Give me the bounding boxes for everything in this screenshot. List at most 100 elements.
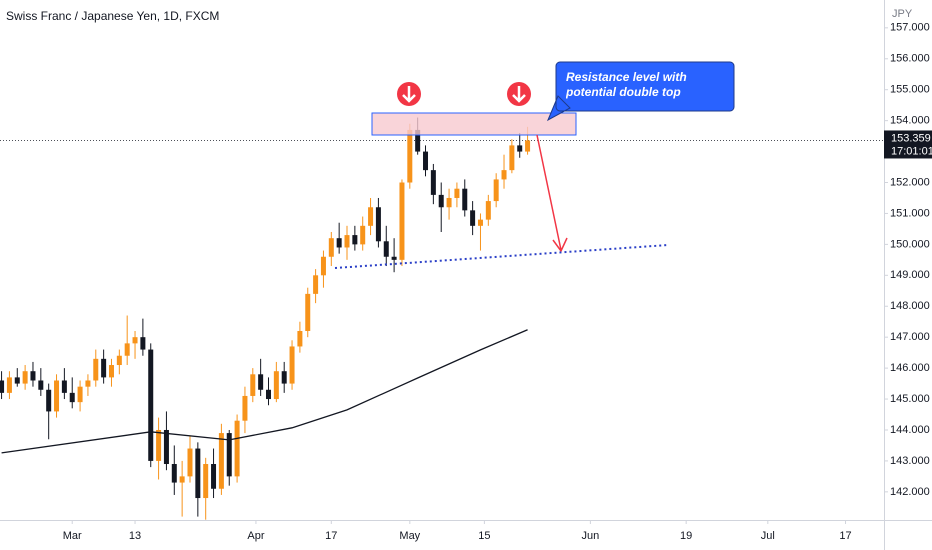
candle-body: [509, 145, 515, 171]
candle-body: [289, 346, 295, 384]
candle-body: [22, 371, 28, 384]
candle-body: [226, 433, 232, 477]
arrow-glyph: [512, 86, 526, 103]
y-tick-label: 146.000: [890, 362, 930, 374]
x-tick-label: 15: [478, 530, 490, 542]
candle-body: [305, 293, 311, 331]
candle-body: [179, 476, 185, 483]
callout: Resistance level with potential double t…: [566, 70, 687, 99]
y-tick-label: 157.000: [890, 22, 930, 34]
y-tick-label: 147.000: [890, 331, 930, 343]
candle-body: [407, 129, 413, 183]
candle-body: [493, 179, 499, 202]
y-tick-label: 149.000: [890, 269, 930, 281]
candle-body: [430, 170, 436, 195]
y-tick-label: 144.000: [890, 424, 930, 436]
countdown: 17:01:01: [891, 145, 932, 157]
y-tick-label: 156.000: [890, 53, 930, 65]
candle-body: [242, 395, 248, 421]
candle-body: [116, 355, 122, 366]
y-tick-label: 142.000: [890, 486, 930, 498]
candle-body: [368, 207, 374, 226]
candle-body: [517, 145, 523, 152]
y-tick-label: 143.000: [890, 455, 930, 467]
candle-body: [383, 241, 389, 257]
candle-body: [132, 337, 138, 344]
candle-body: [38, 380, 44, 390]
candle-body: [525, 140, 531, 152]
candle-body: [454, 188, 460, 198]
last-price-tag: [884, 130, 932, 159]
y-tick-label: 154.000: [890, 115, 930, 127]
candle-body: [360, 225, 366, 245]
candle-body: [265, 389, 271, 400]
candle-body: [446, 197, 452, 208]
candle-body: [352, 235, 358, 245]
candle-body: [187, 448, 193, 477]
support-line: [334, 244, 669, 269]
candle-body: [470, 210, 476, 226]
candle-body: [485, 201, 491, 220]
candle-body: [297, 330, 303, 347]
moving-average: [1, 329, 528, 454]
x-tick-label: 13: [129, 530, 141, 542]
candle-body: [501, 170, 507, 180]
candle-body: [344, 235, 350, 248]
y-tick-label: 151.000: [890, 207, 930, 219]
last-price-label: 153.359: [891, 132, 931, 144]
candle-body: [101, 358, 107, 378]
y-tick-label: 148.000: [890, 300, 930, 312]
candle-body: [108, 365, 114, 378]
candle-body: [6, 377, 12, 393]
candle-body: [477, 219, 483, 226]
candle-body: [124, 343, 130, 356]
x-tick-label: May: [399, 530, 420, 542]
y-tick-label: 145.000: [890, 393, 930, 405]
candle-body: [61, 380, 67, 393]
x-tick-label: Apr: [247, 530, 264, 542]
candle-body: [93, 358, 99, 381]
candle-body: [438, 194, 444, 208]
candle-body: [281, 371, 287, 384]
chart-title: Swiss Franc / Japanese Yen, 1D, FXCM: [6, 9, 219, 23]
resistance-zone: [371, 112, 577, 136]
candle-body: [0, 380, 5, 393]
candle-body: [336, 238, 342, 248]
x-tick-label: Jun: [582, 530, 600, 542]
candle-body: [234, 420, 240, 477]
candle-body: [195, 448, 201, 499]
x-tick-label: Jul: [761, 530, 775, 542]
callout-text: Resistance level with potential double t…: [566, 70, 687, 99]
candle-body: [423, 151, 429, 171]
candle-body: [14, 377, 20, 384]
down-arrows: [397, 82, 531, 106]
candle-body: [328, 238, 334, 257]
candle-body: [313, 275, 319, 294]
candle-body: [85, 380, 91, 387]
candle-body: [69, 392, 75, 403]
candle-body: [148, 349, 154, 461]
candle-body: [163, 429, 169, 465]
candle-body: [273, 371, 279, 400]
currency: JPY: [892, 8, 913, 20]
candle-body: [258, 374, 264, 390]
x-tick-label: 17: [839, 530, 851, 542]
candle-body: [320, 256, 326, 276]
candle-body: [203, 464, 209, 499]
candle-body: [171, 464, 177, 483]
plot: [0, 117, 884, 520]
candle-body: [54, 380, 60, 412]
candle-body: [46, 389, 52, 412]
x-tick-label: 17: [325, 530, 337, 542]
x-tick-label: Mar: [63, 530, 82, 542]
candle-body: [156, 429, 162, 461]
candle-body: [391, 256, 397, 260]
y-tick-label: 155.000: [890, 84, 930, 96]
candle-body: [140, 337, 146, 350]
candle-body: [375, 207, 381, 242]
candle-body: [462, 188, 468, 211]
candle-body: [30, 371, 36, 381]
candle-body: [77, 386, 83, 403]
candle-body: [211, 464, 217, 489]
